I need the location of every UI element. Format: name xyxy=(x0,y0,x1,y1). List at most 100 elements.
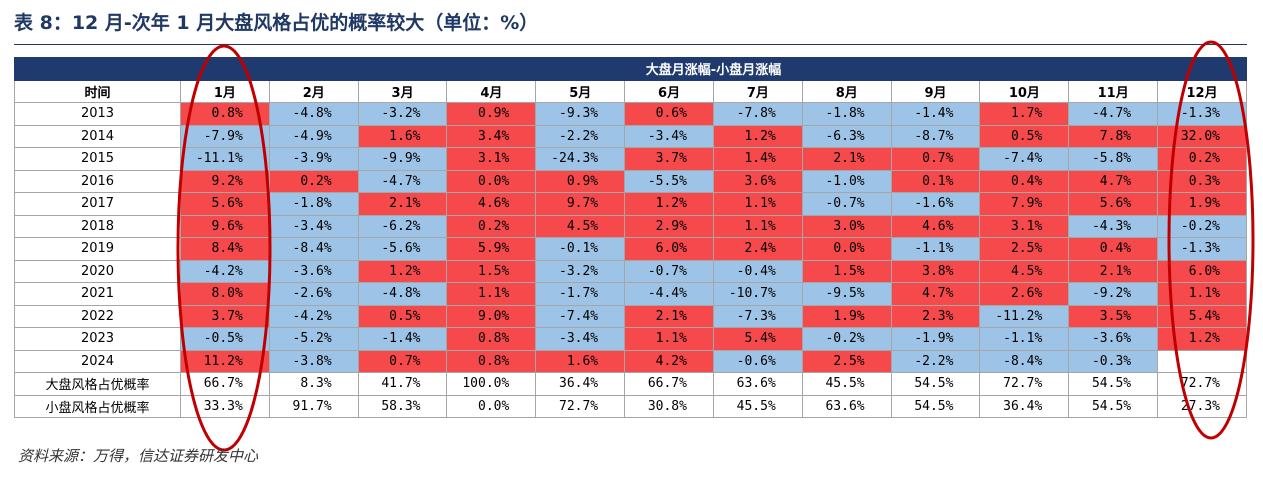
year-cell: 2015 xyxy=(14,147,181,171)
value-cell: 0.7% xyxy=(357,349,448,373)
group-header: 大盘月涨幅-小盘月涨幅 xyxy=(180,57,1247,81)
value-cell: -4.3% xyxy=(1068,214,1159,238)
table-row: 2013 0.8% -4.8% -3.2% 0.9% -9.3% 0.6% -7.8% -1.8… xyxy=(14,102,1247,126)
value-cell: 2.4% xyxy=(712,237,803,261)
column-header: 时间 xyxy=(14,79,181,103)
summary-cell: 63.6% xyxy=(801,394,892,418)
value-cell: 0.3% xyxy=(1157,169,1247,193)
value-cell: 2.1% xyxy=(1068,259,1159,283)
summary-cell: 54.5% xyxy=(890,394,981,418)
value-cell: -11.2% xyxy=(979,304,1070,328)
summary-cell: 72.7% xyxy=(1157,372,1247,396)
column-header: 12月 xyxy=(1157,79,1247,103)
value-cell: 7.8% xyxy=(1068,124,1159,148)
value-cell: -1.1% xyxy=(890,237,981,261)
value-cell: 1.4% xyxy=(712,147,803,171)
value-cell: 1.1% xyxy=(1157,282,1247,306)
value-cell: -8.4% xyxy=(979,349,1070,373)
value-cell: -2.2% xyxy=(535,124,626,148)
value-cell: 0.8% xyxy=(180,102,270,126)
value-cell: 1.9% xyxy=(1157,192,1247,216)
column-header: 9月 xyxy=(890,79,981,103)
summary-cell: 54.5% xyxy=(890,372,981,396)
value-cell: 0.5% xyxy=(357,304,448,328)
value-cell: -3.9% xyxy=(268,147,359,171)
value-cell: -8.7% xyxy=(890,124,981,148)
value-cell: -4.4% xyxy=(624,282,714,306)
summary-cell: 54.5% xyxy=(1068,394,1159,418)
value-cell: 5.4% xyxy=(1157,304,1247,328)
value-cell: -24.3% xyxy=(535,147,626,171)
year-cell: 2019 xyxy=(14,237,181,261)
value-cell: -7.3% xyxy=(712,304,803,328)
column-header: 6月 xyxy=(624,79,714,103)
value-cell: -1.8% xyxy=(268,192,359,216)
value-cell: 4.2% xyxy=(624,349,714,373)
value-cell: -0.2% xyxy=(801,327,892,351)
value-cell: 2.3% xyxy=(890,304,981,328)
title-rule xyxy=(14,44,1247,45)
value-cell: -3.2% xyxy=(357,102,448,126)
value-cell: -8.4% xyxy=(268,237,359,261)
value-cell: 4.5% xyxy=(535,214,626,238)
table-row: 2023 -0.5% -5.2% -1.4% 0.8% -3.4% 1.1% 5.4% -0.2… xyxy=(14,327,1247,351)
value-cell: -4.2% xyxy=(180,259,270,283)
value-cell: 0.4% xyxy=(1068,237,1159,261)
value-cell: -9.2% xyxy=(1068,282,1159,306)
value-cell: 0.9% xyxy=(446,102,537,126)
value-cell: -2.2% xyxy=(890,349,981,373)
column-header: 11月 xyxy=(1068,79,1159,103)
value-cell: -0.2% xyxy=(1157,214,1247,238)
summary-cell: 58.3% xyxy=(357,394,448,418)
value-cell: 0.9% xyxy=(535,169,626,193)
summary-cell: 100.0% xyxy=(446,372,537,396)
data-table: 大盘月涨幅-小盘月涨幅 时间 1月 2月 3月 4月 5月 6月 7月 8月 9月 10月 11月 12月… xyxy=(14,57,1247,418)
value-cell: 6.0% xyxy=(624,237,714,261)
year-cell: 2017 xyxy=(14,192,181,216)
value-cell: 4.7% xyxy=(890,282,981,306)
value-cell: -1.6% xyxy=(890,192,981,216)
header-cell xyxy=(14,57,181,81)
source-note: 资料来源：万得，信达证券研发中心 xyxy=(18,447,259,465)
value-cell: -3.6% xyxy=(268,259,359,283)
value-cell: 3.8% xyxy=(890,259,981,283)
year-cell: 2018 xyxy=(14,214,181,238)
table-row: 2019 8.4% -8.4% -5.6% 5.9% -0.1% 6.0% 2.4% 0.0% -… xyxy=(14,237,1247,261)
table-row: 大盘风格占优概率 66.7% 8.3% 41.7% 100.0% 36.4% 66.7% 63… xyxy=(14,372,1247,396)
value-cell: 3.6% xyxy=(712,169,803,193)
value-cell: -9.9% xyxy=(357,147,448,171)
summary-label: 小盘风格占优概率 xyxy=(14,394,181,418)
value-cell: 0.6% xyxy=(624,102,714,126)
value-cell: -0.1% xyxy=(535,237,626,261)
value-cell: 1.6% xyxy=(357,124,448,148)
value-cell: 32.0% xyxy=(1157,124,1247,148)
value-cell: 11.2% xyxy=(180,349,270,373)
value-cell: 1.1% xyxy=(446,282,537,306)
summary-cell: 72.7% xyxy=(535,394,626,418)
value-cell: 1.2% xyxy=(712,124,803,148)
value-cell: -1.0% xyxy=(801,169,892,193)
value-cell: -1.9% xyxy=(890,327,981,351)
column-header: 4月 xyxy=(446,79,537,103)
value-cell: 3.7% xyxy=(624,147,714,171)
table-row: 2015 -11.1% -3.9% -9.9% 3.1% -24.3% 3.7% 1.4% 2.… xyxy=(14,147,1247,171)
value-cell: -4.2% xyxy=(268,304,359,328)
value-cell: -1.3% xyxy=(1157,237,1247,261)
year-cell: 2021 xyxy=(14,282,181,306)
value-cell: 0.0% xyxy=(446,169,537,193)
value-cell: 0.7% xyxy=(890,147,981,171)
value-cell: 1.6% xyxy=(535,349,626,373)
year-cell: 2014 xyxy=(14,124,181,148)
value-cell: 3.5% xyxy=(1068,304,1159,328)
summary-cell: 36.4% xyxy=(979,394,1070,418)
table-row: 2021 8.0% -2.6% -4.8% 1.1% -1.7% -4.4% -10.7% -9… xyxy=(14,282,1247,306)
value-cell: -1.4% xyxy=(357,327,448,351)
value-cell: 1.5% xyxy=(801,259,892,283)
value-cell: 2.1% xyxy=(801,147,892,171)
value-cell: -6.2% xyxy=(357,214,448,238)
value-cell: 8.4% xyxy=(180,237,270,261)
value-cell: -0.4% xyxy=(712,259,803,283)
value-cell: 8.0% xyxy=(180,282,270,306)
value-cell: 0.5% xyxy=(979,124,1070,148)
value-cell: 0.2% xyxy=(268,169,359,193)
